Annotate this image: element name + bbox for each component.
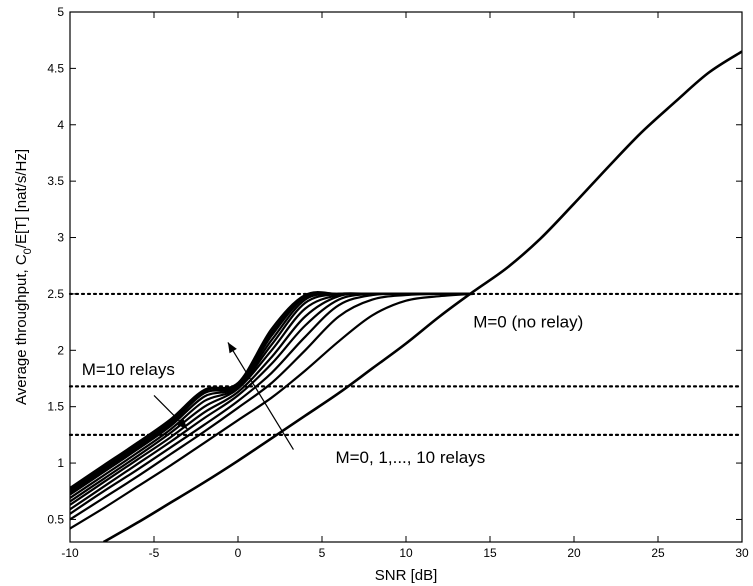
- y-tick-label: 1.5: [47, 400, 64, 414]
- x-tick-label: 5: [319, 546, 326, 560]
- y-tick-label: 3: [57, 231, 64, 245]
- y-axis-label-subscript: 0: [22, 248, 34, 254]
- y-tick-label: 5: [57, 5, 64, 19]
- axis-ticks: -10 -5 0 5 10 15 20 25 30 0.5 1 1.5 2 2.5 3 3.5 4 4.5 5: [47, 5, 749, 560]
- series-line-1: [70, 292, 474, 530]
- y-tick-label: 4: [57, 118, 64, 132]
- series-layer: [70, 50, 742, 542]
- x-tick-label: 25: [651, 546, 665, 560]
- y-tick-label: 2.5: [47, 287, 64, 301]
- plot-frame: [69, 11, 743, 543]
- x-tick-label: 0: [235, 546, 242, 560]
- x-tick-label: 20: [567, 546, 581, 560]
- y-axis-label-rest: /E[T] [nat/s/Hz]: [13, 149, 30, 248]
- y-tick-label: 3.5: [47, 174, 64, 188]
- y-axis-label-main: Average throughput, C: [13, 254, 30, 405]
- x-axis-label: SNR [dB]: [375, 567, 438, 584]
- y-tick-label: 0.5: [47, 512, 64, 526]
- annotation-arrow-shaft: [227, 342, 294, 450]
- y-tick-label: 1: [57, 456, 64, 470]
- series-line-11: [70, 291, 474, 489]
- annotation-label: M=0 (no relay): [473, 313, 583, 332]
- series-line-0: [102, 50, 742, 542]
- annotation-arrow-head: [177, 419, 188, 430]
- x-tick-label: 30: [735, 546, 749, 560]
- y-tick-label: 2: [57, 343, 64, 357]
- y-tick-label: 4.5: [47, 61, 64, 75]
- annotation-label: M=10 relays: [82, 360, 175, 379]
- x-tick-label: -5: [149, 546, 160, 560]
- x-tick-label: 15: [483, 546, 497, 560]
- x-tick-label: 10: [399, 546, 413, 560]
- y-axis-label: Average throughput, C0/E[T] [nat/s/Hz]: [13, 149, 34, 405]
- x-tick-label: -10: [61, 546, 79, 560]
- annotation-arrow-head: [227, 342, 237, 354]
- annotation-label: M=0, 1,..., 10 relays: [335, 448, 485, 467]
- annotations: M=0 (no relay) M=10 relays M=0, 1,..., 10 …: [82, 313, 584, 467]
